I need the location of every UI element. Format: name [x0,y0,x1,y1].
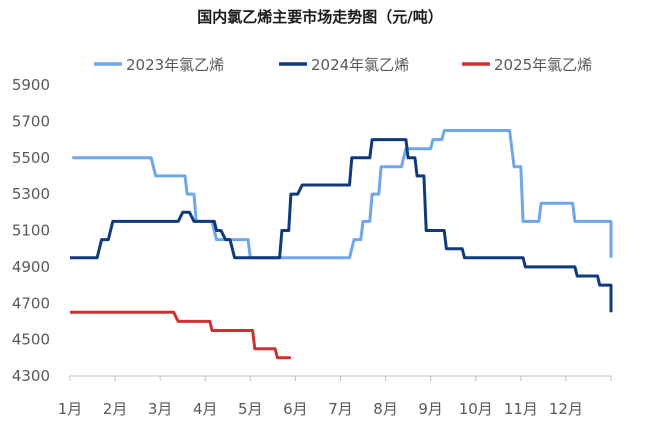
x-tick-label: 9月 [418,400,443,418]
series-line-1 [70,138,613,313]
y-tick-label: 5300 [12,185,50,203]
x-tick-label: 1月 [58,400,83,418]
x-tick-label: 11月 [504,400,538,418]
x-tick-label: 10月 [459,400,493,418]
y-tick-label: 5500 [12,149,50,167]
chart-title: 国内氯乙烯主要市场走势图（元/吨） [197,8,442,26]
x-tick-label: 12月 [549,400,583,418]
y-tick-label: 5900 [12,76,50,94]
x-tick-label: 7月 [328,400,353,418]
y-tick-label: 5100 [12,222,50,240]
x-tick-label: 5月 [238,400,263,418]
x-tick-label: 8月 [373,400,398,418]
y-tick-label: 4300 [12,367,50,385]
y-axis: 4300 4500 4700 4900 5100 5300 5500 5700 5900 [12,76,50,385]
x-tick-label: 6月 [283,400,308,418]
x-tick-label: 3月 [148,400,173,418]
legend: 2023年氯乙烯 2024年氯乙烯 2025年氯乙烯 [94,56,592,74]
y-tick-label: 5700 [12,112,50,130]
y-tick-label: 4900 [12,258,50,276]
x-tick-label: 2月 [103,400,128,418]
y-tick-label: 4700 [12,294,50,312]
legend-label-2023: 2023年氯乙烯 [126,56,224,74]
legend-label-2024: 2024年氯乙烯 [311,56,409,74]
legend-label-2025: 2025年氯乙烯 [494,56,592,74]
plot-area [70,129,613,360]
series-line-2 [70,310,291,360]
y-tick-label: 4500 [12,331,50,349]
series-line-0 [72,129,613,260]
x-axis: 1月 2月 3月 4月 5月 6月 7月 8月 9月 10月 11月 12月 [58,375,612,418]
x-tick-label: 4月 [193,400,218,418]
